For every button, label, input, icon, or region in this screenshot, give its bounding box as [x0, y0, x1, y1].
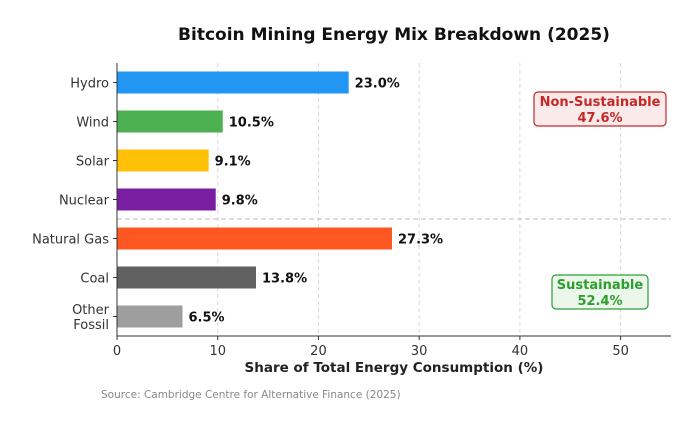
annotation-title: Sustainable — [557, 278, 644, 293]
annotation-value: 52.4% — [577, 294, 622, 309]
x-tick-label: 20 — [310, 344, 327, 359]
annotation-box — [533, 91, 667, 127]
bar — [117, 266, 257, 289]
value-label: 23.0% — [355, 77, 400, 92]
x-tick-label: 30 — [411, 344, 428, 359]
value-label: 9.8% — [222, 194, 258, 209]
x-tick-label: 50 — [612, 344, 629, 359]
value-label: 10.5% — [229, 116, 274, 131]
category-label: Coal — [80, 272, 109, 287]
bar — [117, 110, 223, 133]
chart-title: Bitcoin Mining Energy Mix Breakdown (202… — [178, 25, 610, 45]
x-tick-label: 10 — [209, 344, 226, 359]
category-label: Hydro — [70, 77, 109, 92]
value-label: 27.3% — [398, 233, 443, 248]
category-label: Nuclear — [59, 194, 110, 209]
value-label: 6.5% — [188, 311, 224, 326]
bar — [117, 188, 216, 211]
bar — [117, 149, 209, 172]
bar — [117, 71, 349, 94]
annotation-box — [551, 274, 649, 310]
annotation-title: Non-Sustainable — [540, 95, 661, 110]
category-label: Natural Gas — [32, 233, 109, 248]
bar — [117, 305, 183, 328]
category-label: Other Fossil — [72, 303, 110, 333]
source-note: Source: Cambridge Centre for Alternative… — [101, 389, 401, 401]
category-label: Wind — [76, 116, 109, 131]
x-tick-label: 40 — [512, 344, 529, 359]
x-tick-label: 0 — [113, 344, 121, 359]
value-label: 13.8% — [262, 272, 307, 287]
axes: Hydro Wind Solar Nuclear Natural Gas Coal Othe… — [32, 63, 671, 359]
bar — [117, 227, 392, 250]
x-axis-label: Share of Total Energy Consumption (%) — [245, 360, 544, 376]
value-label: 9.1% — [215, 155, 251, 170]
bars: 23.0% 10.5% 9.1% 9.8% 27.3% 13.8% 6.5% — [117, 71, 443, 328]
category-label: Solar — [76, 155, 110, 170]
annotation-value: 47.6% — [577, 111, 622, 126]
